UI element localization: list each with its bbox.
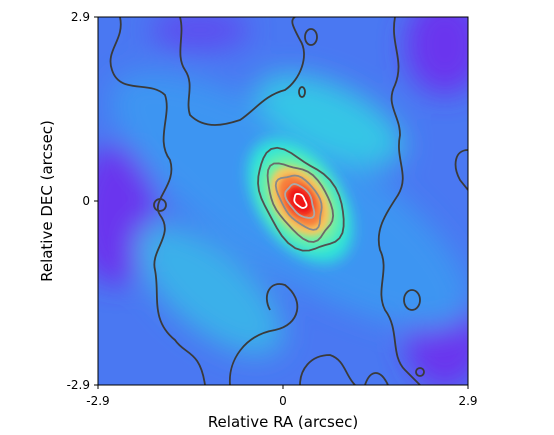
cyan-band-lower <box>136 224 284 356</box>
contour-island-br <box>415 367 425 377</box>
purple-patch-top <box>150 17 250 50</box>
contour-level-3 <box>284 183 316 219</box>
contour-level-1 <box>266 162 335 243</box>
y-tick-label-1: 0 <box>82 194 90 208</box>
contour-level-2 <box>274 174 323 231</box>
x-tick-label-0: -2.9 <box>86 394 109 408</box>
contour-island-left <box>153 198 167 212</box>
contour-island-right <box>403 289 421 311</box>
contour-island-top <box>304 28 318 46</box>
contour-level-0 <box>257 146 345 252</box>
contour-level-4 <box>293 193 308 209</box>
contour-island-small <box>298 86 306 98</box>
heatmap-image <box>98 17 468 385</box>
y-tick-label-0: -2.9 <box>67 378 90 392</box>
purple-patch-topright <box>405 17 468 95</box>
x-tick-label-1: 0 <box>279 394 287 408</box>
x-tick-label-2: 2.9 <box>458 394 477 408</box>
contour-bottom-mid <box>299 354 356 385</box>
contour-bottom-right <box>364 372 389 385</box>
axis-ticks: -2.9 0 2.9 -2.9 0 2.9 <box>67 10 478 408</box>
contour-outer-right <box>377 17 421 385</box>
contour-layer <box>109 17 468 385</box>
y-axis-label: Relative DEC (arcsec) <box>38 120 56 282</box>
x-axis-label: Relative RA (arcsec) <box>208 413 358 431</box>
y-tick-label-2: 2.9 <box>71 10 90 24</box>
contour-bottom-left <box>229 283 299 385</box>
contour-outer-main <box>109 17 206 385</box>
cyan-band <box>256 73 404 167</box>
contour-outer-top <box>179 17 305 126</box>
